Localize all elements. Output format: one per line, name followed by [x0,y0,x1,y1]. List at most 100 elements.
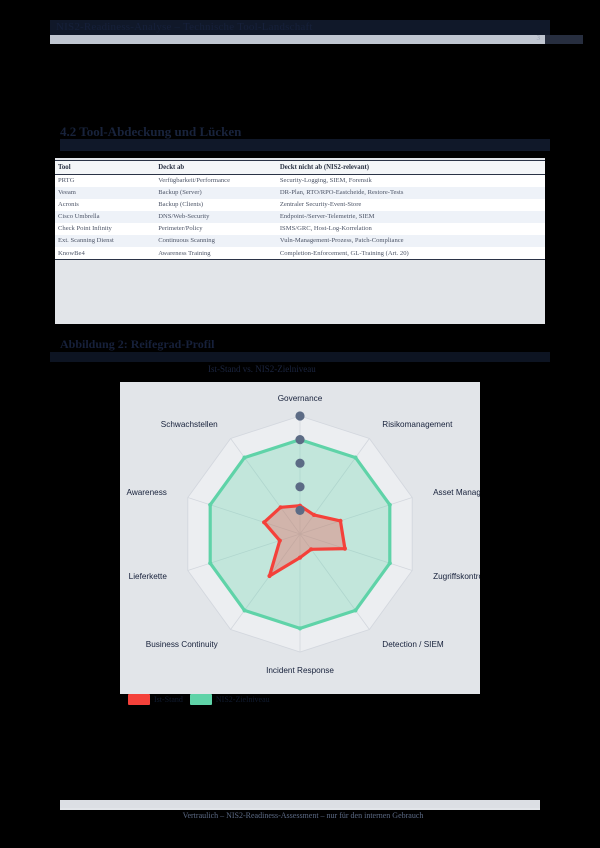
radar-point [267,573,272,579]
cell-gaps: Security-Logging, SIEM, Forensik [279,176,372,184]
cell-gaps: Completion-Enforcement, GL-Training (Art… [276,247,545,261]
mask-below-table [0,324,600,336]
mask-fig-cap-left [0,336,60,352]
cell-covers: Perimeter/Policy [158,225,203,233]
radar-point [353,455,358,460]
radar-point [208,502,213,507]
radar-axis-label: Zugriffskontrolle [433,572,480,581]
radar-axis-label: Asset Management [433,488,480,497]
legend-item: Ist-Stand [128,694,183,705]
radar-point [297,626,303,631]
legend-label: NIS2-Zielniveau [215,695,270,704]
cell-gaps: ISMS/GRC, Host-Log-Korrelation [279,225,372,233]
figure-subtitle: Ist-Stand vs. NIS2-Zielniveau [208,364,316,374]
cell-covers: Continuous Scanning [158,237,215,245]
radar-point [387,502,392,507]
radar-axis-label: Business Continuity [146,640,219,649]
cell-covers: Awareness Training [155,247,277,261]
cell-gaps: Zentraler Security-Event-Store [279,200,362,208]
radar-point [338,518,343,523]
cell-tool: Check Point Infinity [58,225,112,233]
mask-band-right [550,139,600,158]
radar-point [242,608,247,613]
radar-chart: Governance Risikomanagement Asset Manageme… [120,382,480,692]
radar-axis-label: Incident Response [266,666,334,675]
col-header-gaps: Deckt nicht ab (NIS2-relevant) [276,160,545,175]
mask-top-right-2 [583,35,600,44]
radar-spoke [299,497,413,535]
cell-gaps: DR-Plan, RTO/RPO-Eastcheide, Restore-Tes… [279,188,404,196]
radar-tick-marker [295,435,305,445]
section-heading: 4.2 Tool-Abdeckung und Lücken [60,124,242,139]
mask-upper-body [0,44,600,124]
mask-heading-right [360,124,600,139]
cell-gaps: Vuln-Management-Prozess, Patch-Complianc… [279,237,404,245]
mask-sub-left [0,363,208,382]
mask-table-right [545,158,600,324]
page-title: NIS2-Readiness-Analyse – Technische Tool… [56,21,313,33]
mask-top-left [0,20,50,44]
radar-point [278,505,283,510]
cell-tool: KnowBe4 [55,247,156,261]
radar-spoke [187,497,301,535]
radar-spoke [230,438,301,535]
radar-axis-label: Schwachstellen [161,420,218,429]
radar-point [342,546,347,551]
radar-axis-label: Risikomanagement [382,420,453,429]
legend-item: NIS2-Zielniveau [189,694,270,705]
table-row: Ext. Scanning Dienst Continuous Scanning V… [55,235,545,248]
table-row: PRTG Verfügbarkeit/Performance Security-Lo… [55,174,545,187]
mask-footer-left [0,798,60,848]
table-row: Acronis Backup (Clients) Zentraler Securit… [55,198,545,211]
radar-point [309,547,314,552]
mask-fig-band-right [550,352,600,363]
radar-series [208,437,392,631]
radar-tick-marker [295,482,305,492]
table-row: Check Point Infinity Perimeter/Policy ISMS… [55,223,545,236]
radar-spoke [230,533,301,630]
col-header-covers: Deckt ab [155,160,277,175]
mask-plot-right [480,382,600,694]
table-header-row: Tool Deckt ab Deckt nicht ab (NIS2-relev… [55,160,545,175]
radar-point [208,561,213,566]
radar-radial-ticks [295,411,305,515]
mask-fig-band-left [0,352,50,363]
legend-swatch [128,694,150,705]
table-row: Cisco Umbrella DNS/Web-Security Endpoint-/… [55,210,545,224]
cell-tool: Cisco Umbrella [58,213,100,221]
cell-covers: Backup (Server) [158,188,202,196]
radar-axis-label: Awareness [127,488,167,497]
chart-legend: Ist-Stand NIS2-Zielniveau [128,694,270,705]
table-row: KnowBe4 Awareness Training Completion-Enfo… [55,247,545,261]
radar-point [311,512,316,517]
radar-point [387,561,392,566]
col-header-tool: Tool [55,160,156,175]
cell-covers: Verfügbarkeit/Performance [158,176,231,184]
mask-bottom [0,822,600,848]
radar-point [277,538,282,543]
mask-legend-right [310,694,600,712]
radar-tick-marker [295,411,305,421]
mask-plot-left [0,382,120,694]
mask-table-left [0,158,55,324]
radar-chart-svg: Governance Risikomanagement Asset Manageme… [127,394,480,675]
mask-sub-right [388,363,600,382]
page-number: 3 [536,34,541,42]
figure-caption: Abbildung 2: Reifegrad-Profil [60,337,215,351]
radar-spoke [299,438,370,535]
header-rule [50,35,550,44]
radar-axis-label: Detection / SIEM [382,640,444,649]
cell-gaps: Endpoint-/Server-Telemetrie, SIEM [279,213,375,221]
table-head: Tool Deckt ab Deckt nicht ab (NIS2-relev… [55,160,545,175]
mask-top-right [550,20,600,35]
tool-coverage-table: Tool Deckt ab Deckt nicht ab (NIS2-relev… [55,160,545,261]
header-band [50,20,550,35]
cell-covers: DNS/Web-Security [158,213,210,221]
table-row: Veeam Backup (Server) DR-Plan, RTO/RPO-Eas… [55,186,545,199]
footer-text: Vertraulich – NIS2-Readiness-Assessment … [182,811,424,820]
section-heading-wrap: 4.2 Tool-Abdeckung und Lücken [60,124,360,140]
radar-axis-labels: Governance Risikomanagement Asset Manageme… [127,394,480,675]
radar-point [262,520,267,525]
radar-axis-label: Governance [278,394,323,403]
